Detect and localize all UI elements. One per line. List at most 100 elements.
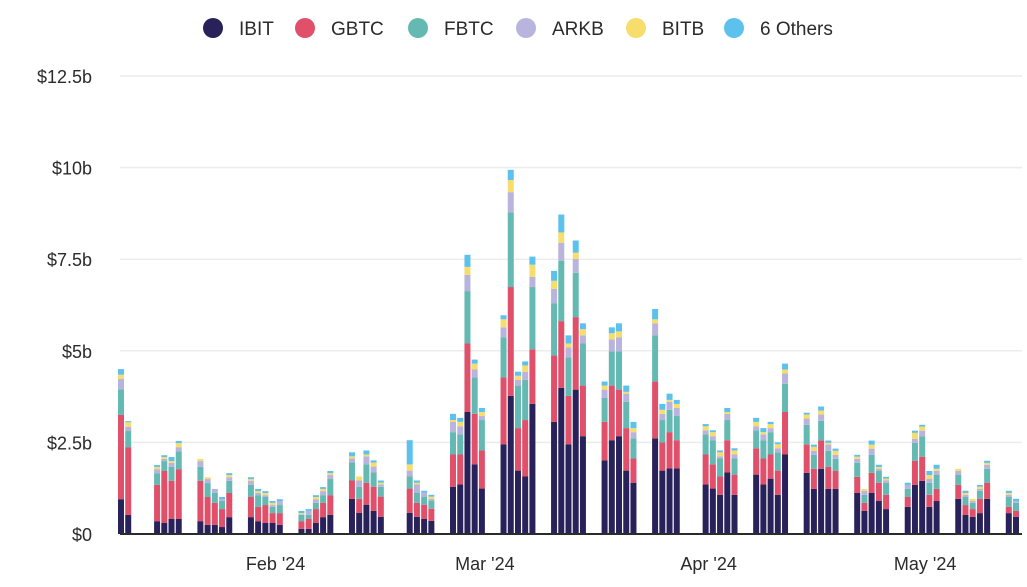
- bar-segment-fbtc: [522, 379, 529, 421]
- bar-segment-arkb: [226, 477, 233, 481]
- legend-label: 6 Others: [760, 19, 833, 40]
- bar-segment-fbtc: [500, 337, 507, 378]
- bar-segment-fbtc: [760, 440, 767, 459]
- bar-stack: [478, 407, 485, 534]
- bar-segment-6-others: [428, 494, 435, 497]
- bar-segment-ibit: [825, 488, 832, 534]
- bar-stack: [861, 488, 868, 534]
- bar-segment-6-others: [854, 454, 861, 457]
- bar-segment-fbtc: [904, 488, 911, 497]
- bar-stack: [269, 501, 276, 534]
- bar-segment-bitb: [652, 319, 659, 324]
- bar-segment-gbtc: [168, 480, 175, 519]
- bar-segment-ibit: [421, 518, 428, 534]
- bar-segment-6-others: [919, 424, 926, 427]
- bar-segment-fbtc: [919, 436, 926, 457]
- bar-segment-fbtc: [623, 401, 630, 429]
- bar-stack: [623, 385, 630, 534]
- bar-segment-6-others: [1005, 490, 1012, 493]
- bar-segment-ibit: [276, 524, 283, 534]
- bar-segment-arkb: [363, 456, 370, 465]
- bar-segment-6-others: [312, 495, 319, 497]
- bar-segment-arkb: [659, 413, 666, 421]
- bar-segment-arkb: [782, 373, 789, 384]
- legend: IBIT GBTC FBTC ARKB BITB 6 Others: [203, 18, 833, 40]
- bar-segment-fbtc: [377, 486, 384, 497]
- bar-segment-bitb: [731, 450, 738, 455]
- bar-segment-arkb: [1013, 501, 1019, 503]
- bar-stack: [507, 169, 514, 534]
- bar-segment-arkb: [868, 448, 875, 455]
- bar-segment-gbtc: [255, 506, 262, 522]
- bar-stack: [832, 448, 839, 534]
- bar-segment-ibit: [406, 512, 413, 534]
- bar-segment-6-others: [717, 450, 724, 453]
- bar-segment-gbtc: [673, 440, 680, 469]
- legend-swatch-ibit: [203, 18, 223, 38]
- bar-segment-arkb: [919, 430, 926, 437]
- bar-segment-bitb: [118, 374, 124, 380]
- bar-segment-arkb: [753, 426, 760, 431]
- bar-segment-6-others: [962, 490, 969, 493]
- bar-segment-6-others: [276, 499, 283, 502]
- legend-swatch-fbtc: [408, 18, 428, 38]
- bar-segment-fbtc: [514, 385, 521, 429]
- bar-segment-ibit: [327, 514, 334, 534]
- bar-segment-ibit: [955, 498, 962, 534]
- bar-segment-bitb: [666, 399, 673, 402]
- bar-segment-ibit: [428, 520, 435, 534]
- bar-stack: [262, 491, 269, 534]
- bar-segment-arkb: [709, 436, 716, 441]
- bar-segment-fbtc: [298, 514, 305, 522]
- x-tick-label: Apr '24: [680, 554, 736, 574]
- bar-segment-fbtc: [471, 377, 478, 414]
- bar-segment-6-others: [1013, 498, 1019, 502]
- bar-segment-ibit: [500, 444, 507, 534]
- bar-segment-6-others: [818, 406, 825, 411]
- bar-segment-gbtc: [298, 521, 305, 529]
- bar-segment-6-others: [702, 424, 709, 427]
- bar-segment-ibit: [219, 527, 226, 534]
- bar-segment-arkb: [955, 470, 962, 476]
- bar-stack: [356, 476, 363, 534]
- bar-segment-arkb: [673, 407, 680, 417]
- bar-segment-gbtc: [118, 414, 124, 500]
- bar-segment-gbtc: [1013, 510, 1019, 517]
- bar-segment-6-others: [226, 473, 233, 476]
- bar-stack: [204, 477, 211, 534]
- bar-segment-ibit: [753, 474, 760, 534]
- bar-segment-fbtc: [276, 505, 283, 514]
- bar-stack: [457, 417, 464, 534]
- bar-segment-bitb: [883, 478, 890, 481]
- bar-segment-bitb: [868, 444, 875, 449]
- bar-segment-6-others: [608, 327, 615, 334]
- bar-segment-gbtc: [616, 389, 623, 437]
- bar-segment-arkb: [731, 454, 738, 459]
- bar-segment-bitb: [1005, 492, 1012, 495]
- bar-stack: [118, 369, 124, 534]
- bar-segment-ibit: [652, 438, 659, 534]
- bar-segment-arkb: [616, 337, 623, 352]
- bar-segment-fbtc: [428, 500, 435, 509]
- bar-segment-ibit: [601, 460, 608, 534]
- bar-segment-bitb: [724, 411, 731, 414]
- bar-segment-ibit: [211, 524, 218, 534]
- bar-segment-6-others: [825, 440, 832, 443]
- bar-segment-bitb: [803, 414, 810, 419]
- bar-segment-bitb: [255, 491, 262, 493]
- bar-segment-arkb: [161, 458, 168, 462]
- bar-segment-fbtc: [774, 452, 781, 471]
- bar-segment-bitb: [551, 280, 558, 289]
- bar-segment-fbtc: [702, 434, 709, 455]
- bar-segment-bitb: [969, 498, 976, 502]
- bar-segment-fbtc: [911, 442, 918, 461]
- bar-segment-gbtc: [976, 498, 983, 514]
- bar-segment-gbtc: [717, 476, 724, 495]
- bar-segment-fbtc: [717, 458, 724, 477]
- bar-segment-6-others: [500, 315, 507, 320]
- bar-segment-arkb: [969, 501, 976, 503]
- bar-segment-bitb: [630, 428, 637, 433]
- bar-segment-fbtc: [370, 472, 377, 487]
- bar-segment-arkb: [666, 401, 673, 410]
- bar-segment-gbtc: [464, 343, 471, 412]
